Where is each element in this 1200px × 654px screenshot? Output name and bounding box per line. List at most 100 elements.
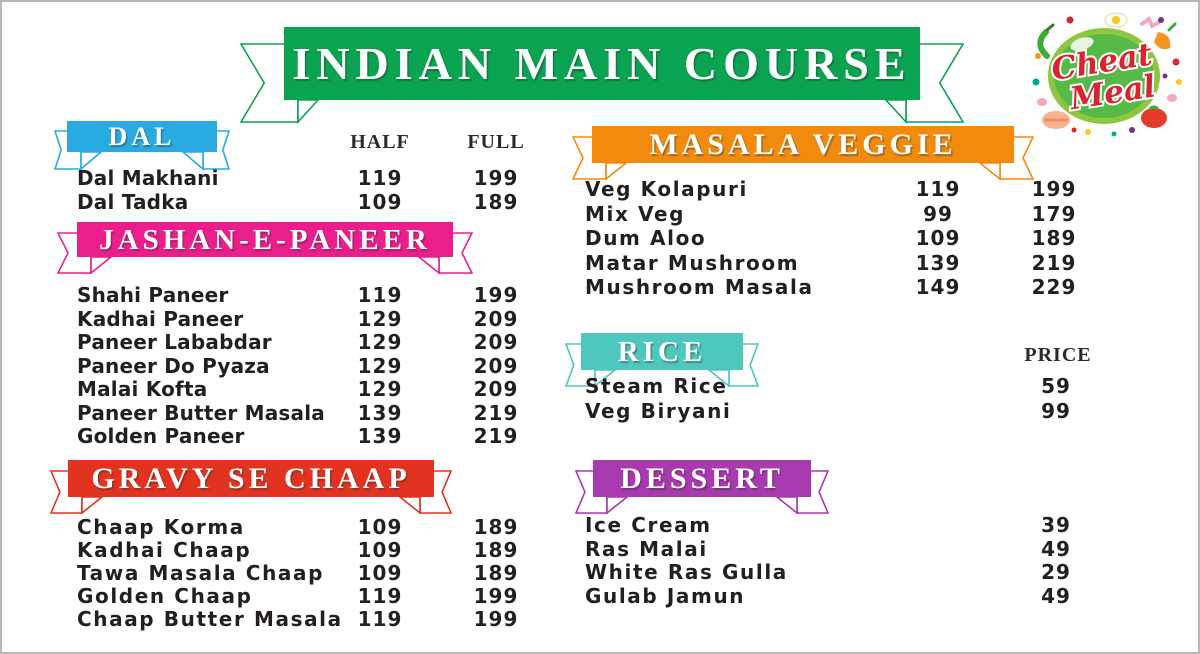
menu-item-row: Ice Cream 39 [585, 513, 1105, 538]
menu-item-row: White Ras Gulla 29 [585, 560, 1105, 585]
menu-item-name: Ras Malai [585, 536, 708, 561]
menu-item-half-price: 139 [357, 424, 403, 448]
menu-item-full-price: 189 [473, 538, 519, 562]
menu-item-row: Dum Aloo 109 189 [585, 226, 1105, 251]
section-items-dal: Dal Makhani 119 199 Dal Tadka 109 189 [77, 166, 547, 214]
menu-item-full-price: 199 [1031, 177, 1077, 201]
section-title-dessert: DESSERT [620, 462, 784, 495]
menu-item-name: Mushroom Masala [585, 275, 814, 299]
menu-item-half-price: 119 [357, 607, 403, 631]
menu-item-full-price: 199 [473, 283, 519, 307]
menu-item-name: Golden Chaap [77, 584, 253, 608]
menu-item-row: Gulab Jamun 49 [585, 583, 1105, 609]
menu-item-price: 49 [1041, 536, 1071, 561]
menu-item-half-price: 129 [357, 353, 403, 378]
cheat-meal-logo: Cheat Meal [1030, 10, 1185, 138]
menu-item-half-price: 129 [357, 306, 403, 331]
menu-item-full-price: 209 [473, 330, 519, 354]
menu-item-full-price: 199 [473, 166, 519, 190]
menu-item-name: Tawa Masala Chaap [77, 561, 325, 585]
menu-item-name: Paneer Butter Masala [77, 400, 325, 425]
menu-item-name: Ice Cream [585, 513, 712, 537]
menu-item-row: Tawa Masala Chaap 109 189 [77, 562, 547, 585]
menu-item-full-price: 209 [473, 306, 519, 331]
section-title-rice: RICE [617, 336, 707, 368]
menu-item-full-price: 219 [473, 400, 519, 425]
section-title-dal: DAL [108, 122, 176, 151]
menu-item-price: 59 [1041, 374, 1071, 398]
menu-item-price: 49 [1041, 583, 1071, 608]
menu-item-half-price: 109 [915, 226, 961, 250]
menu-item-price: 29 [1041, 560, 1071, 584]
menu-item-row: Golden Paneer 139 219 [77, 424, 547, 449]
menu-item-half-price: 119 [357, 166, 403, 190]
menu-item-name: Veg Kolapuri [585, 177, 748, 201]
section-ribbon-jashan-e-paneer: JASHAN-E-PANEER [57, 221, 473, 276]
menu-item-name: Dal Tadka [77, 190, 189, 214]
section-title-masala-veggie: MASALA VEGGIE [649, 128, 957, 161]
menu-item-name: Kadhai Paneer [77, 306, 244, 331]
menu-item-name: Paneer Lababdar [77, 330, 272, 354]
menu-item-half-price: 129 [357, 377, 403, 401]
menu-item-row: Paneer Do Pyaza 129 209 [77, 353, 547, 379]
menu-item-name: Chaap Korma [77, 515, 245, 539]
menu-item-half-price: 109 [357, 561, 403, 585]
menu-item-half-price: 119 [357, 584, 403, 608]
menu-item-price: 39 [1041, 513, 1071, 537]
menu-item-full-price: 219 [473, 424, 519, 448]
section-items-rice: Steam Rice 59 Veg Biryani 99 [585, 374, 1105, 423]
section-items-jashan-e-paneer: Shahi Paneer 119 199 Kadhai Paneer 129 209 Pan… [77, 283, 547, 449]
menu-item-row: Veg Kolapuri 119 199 [585, 177, 1105, 202]
menu-item-half-price: 109 [357, 538, 403, 562]
menu-item-row: Chaap Butter Masala 119 199 [77, 608, 547, 631]
menu-item-name: Paneer Do Pyaza [77, 353, 270, 378]
menu-item-row: Ras Malai 49 [585, 536, 1105, 562]
menu-item-half-price: 149 [915, 275, 961, 299]
section-items-masala-veggie: Veg Kolapuri 119 199 Mix Veg 99 179 Dum Aloo 10… [585, 177, 1105, 300]
menu-item-name: Chaap Butter Masala [77, 607, 343, 631]
cheat-meal-logo-graphic: Cheat Meal [1032, 12, 1182, 137]
page-title: INDIAN MAIN COURSE [292, 38, 912, 89]
menu-item-full-price: 199 [473, 607, 519, 631]
menu-item-half-price: 139 [357, 400, 403, 425]
menu-item-name: Dal Makhani [77, 166, 219, 190]
menu-item-full-price: 229 [1031, 275, 1077, 299]
menu-item-full-price: 179 [1031, 201, 1077, 226]
menu-item-full-price: 189 [473, 561, 519, 585]
title-ribbon: INDIAN MAIN COURSE [240, 26, 964, 125]
menu-item-half-price: 109 [357, 515, 403, 539]
menu-item-row: Paneer Butter Masala 139 219 [77, 400, 547, 426]
menu-item-name: White Ras Gulla [585, 560, 788, 584]
menu-item-row: Malai Kofta 129 209 [77, 377, 547, 402]
section-items-dessert: Ice Cream 39 Ras Malai 49 White Ras Gulla 29 G… [585, 513, 1105, 609]
section-items-gravy-se-chaap: Chaap Korma 109 189 Kadhai Chaap 109 189 Tawa … [77, 516, 547, 631]
menu-item-row: Veg Biryani 99 [585, 399, 1105, 424]
menu-item-row: Dal Makhani 119 199 [77, 166, 547, 190]
column-header-full: FULL [467, 131, 525, 153]
column-header-price: PRICE [1024, 344, 1092, 366]
menu-item-half-price: 129 [357, 330, 403, 354]
section-ribbon-dal: DAL [54, 120, 230, 172]
section-ribbon-gravy-se-chaap: GRAVY SE CHAAP [50, 459, 452, 516]
menu-item-half-price: 119 [357, 283, 403, 307]
menu-item-name: Steam Rice [585, 374, 728, 398]
menu-item-row: Kadhai Paneer 129 209 [77, 306, 547, 332]
menu-item-row: Paneer Lababdar 129 209 [77, 330, 547, 355]
menu-item-row: Shahi Paneer 119 199 [77, 283, 547, 308]
menu-item-row: Chaap Korma 109 189 [77, 516, 547, 539]
menu-item-half-price: 109 [357, 190, 403, 214]
menu-item-name: Malai Kofta [77, 377, 208, 401]
menu-item-full-price: 209 [473, 377, 519, 401]
menu-item-row: Matar Mushroom 139 219 [585, 251, 1105, 276]
menu-item-full-price: 189 [1031, 226, 1077, 250]
menu-item-full-price: 199 [473, 584, 519, 608]
menu-item-name: Veg Biryani [585, 398, 732, 423]
menu-item-price: 99 [1041, 398, 1071, 423]
section-ribbon-rice: RICE [565, 332, 759, 389]
menu-item-row: Mix Veg 99 179 [585, 202, 1105, 227]
menu-item-name: Mix Veg [585, 201, 686, 226]
section-title-gravy-se-chaap: GRAVY SE CHAAP [91, 462, 411, 495]
menu-item-name: Shahi Paneer [77, 283, 229, 307]
menu-item-name: Gulab Jamun [585, 583, 746, 608]
menu-item-full-price: 189 [473, 515, 519, 539]
